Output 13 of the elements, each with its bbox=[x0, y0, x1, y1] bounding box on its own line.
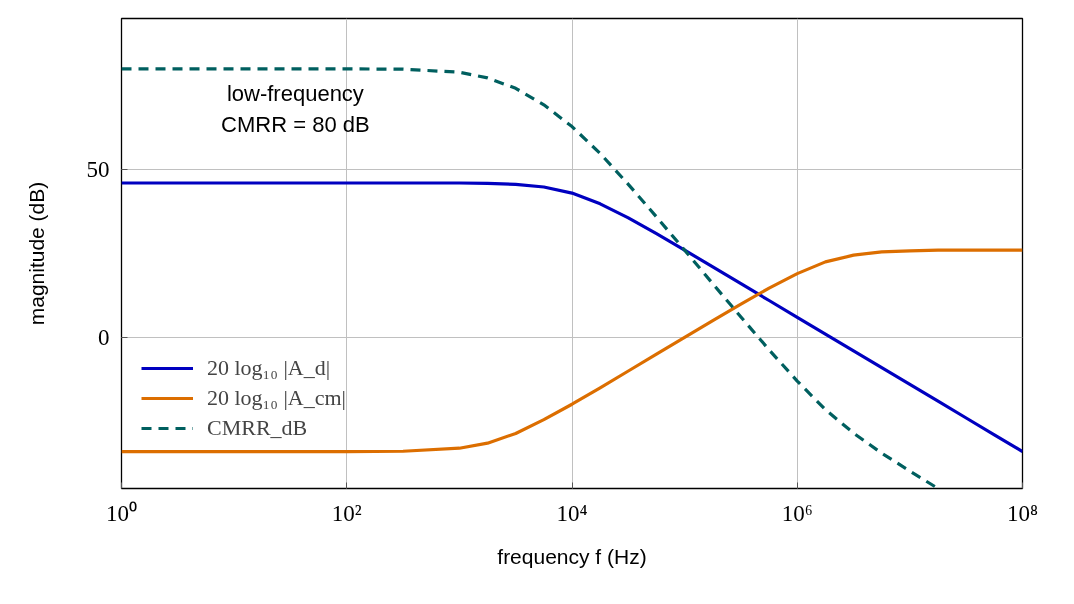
x-tick-label: 10⁸ bbox=[1006, 500, 1039, 526]
x-tick-label: 10² bbox=[331, 500, 362, 526]
x-tick-label: 10⁰ bbox=[106, 500, 137, 526]
legend-label: CMRR_dB bbox=[207, 415, 308, 441]
x-tick-label: 10⁶ bbox=[781, 500, 813, 526]
legend-label: 20 log₁₀ |A_cm| bbox=[207, 385, 347, 411]
y-tick-label: 50 bbox=[86, 157, 110, 183]
y-tick-label: 0 bbox=[98, 324, 110, 350]
x-tick-label: 10⁴ bbox=[556, 500, 588, 526]
annotation: low-frequency CMRR = 80 dB bbox=[221, 80, 370, 138]
legend-label: 20 log₁₀ |A_d| bbox=[207, 355, 331, 381]
x-axis-title: frequency f (Hz) bbox=[497, 544, 647, 568]
y-axis-title: magnitude (dB) bbox=[24, 181, 48, 326]
